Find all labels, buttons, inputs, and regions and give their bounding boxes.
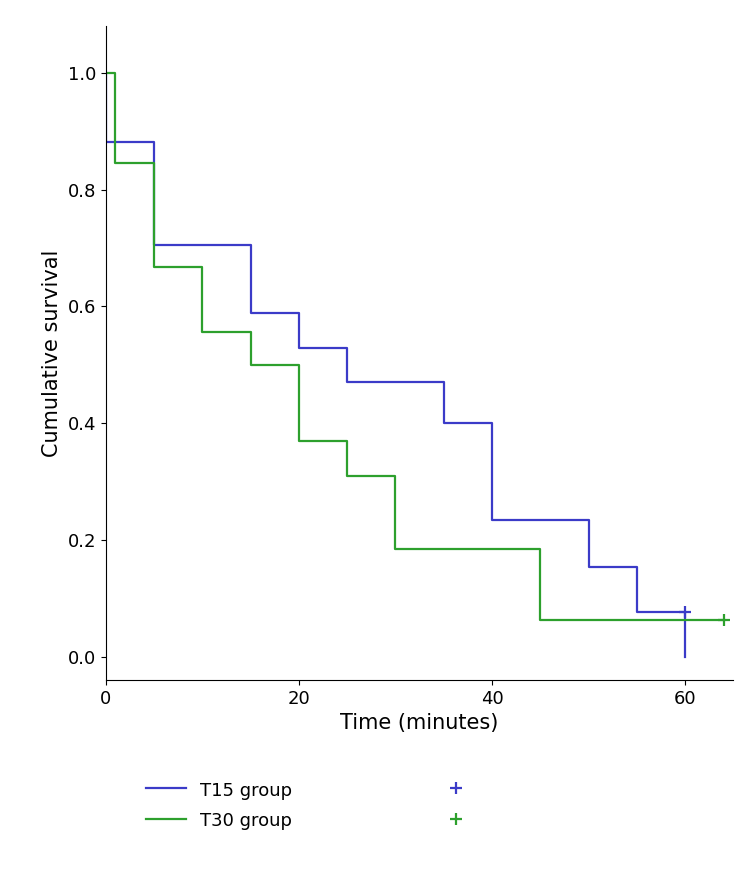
Y-axis label: Cumulative survival: Cumulative survival xyxy=(42,249,62,457)
Legend: , : , xyxy=(448,780,480,830)
X-axis label: Time (minutes): Time (minutes) xyxy=(340,713,499,733)
